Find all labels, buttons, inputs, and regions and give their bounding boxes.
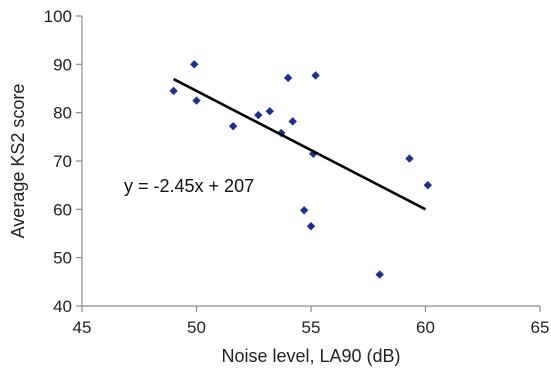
- x-axis-ticks: 45 50 55 60 65: [73, 306, 550, 337]
- y-tick-label: 70: [53, 152, 72, 171]
- data-point: [405, 154, 414, 163]
- data-point: [192, 96, 201, 105]
- data-point: [306, 222, 316, 231]
- y-tick-label: 40: [53, 297, 72, 316]
- x-tick-label: 45: [73, 318, 92, 337]
- x-tick-label: 50: [187, 318, 206, 337]
- data-point: [169, 86, 178, 96]
- data-point: [311, 71, 320, 80]
- data-points: [169, 60, 432, 279]
- y-tick-label: 90: [53, 55, 72, 74]
- y-tick-label: 50: [53, 249, 72, 268]
- x-tick-label: 65: [531, 318, 550, 337]
- data-point: [283, 73, 293, 83]
- data-point: [190, 60, 199, 69]
- y-tick-label: 80: [53, 104, 72, 123]
- y-tick-label: 60: [53, 200, 72, 219]
- data-point: [254, 110, 263, 120]
- trend-line: [173, 77, 427, 211]
- data-point: [375, 270, 384, 279]
- data-point: [265, 107, 274, 116]
- y-tick-label: 100: [44, 7, 72, 26]
- x-tick-label: 60: [416, 318, 435, 337]
- y-axis-title: Average KS2 score: [8, 84, 28, 239]
- data-point: [423, 180, 432, 190]
- data-point: [228, 122, 238, 131]
- data-point: [299, 206, 309, 215]
- x-axis-title: Noise level, LA90 (dB): [221, 346, 400, 366]
- x-tick-label: 55: [302, 318, 321, 337]
- y-axis-ticks: 40 50 60 70 80 90 100: [44, 7, 82, 316]
- trend-equation-label: y = -2.45x + 207: [124, 176, 254, 196]
- data-point: [288, 117, 297, 126]
